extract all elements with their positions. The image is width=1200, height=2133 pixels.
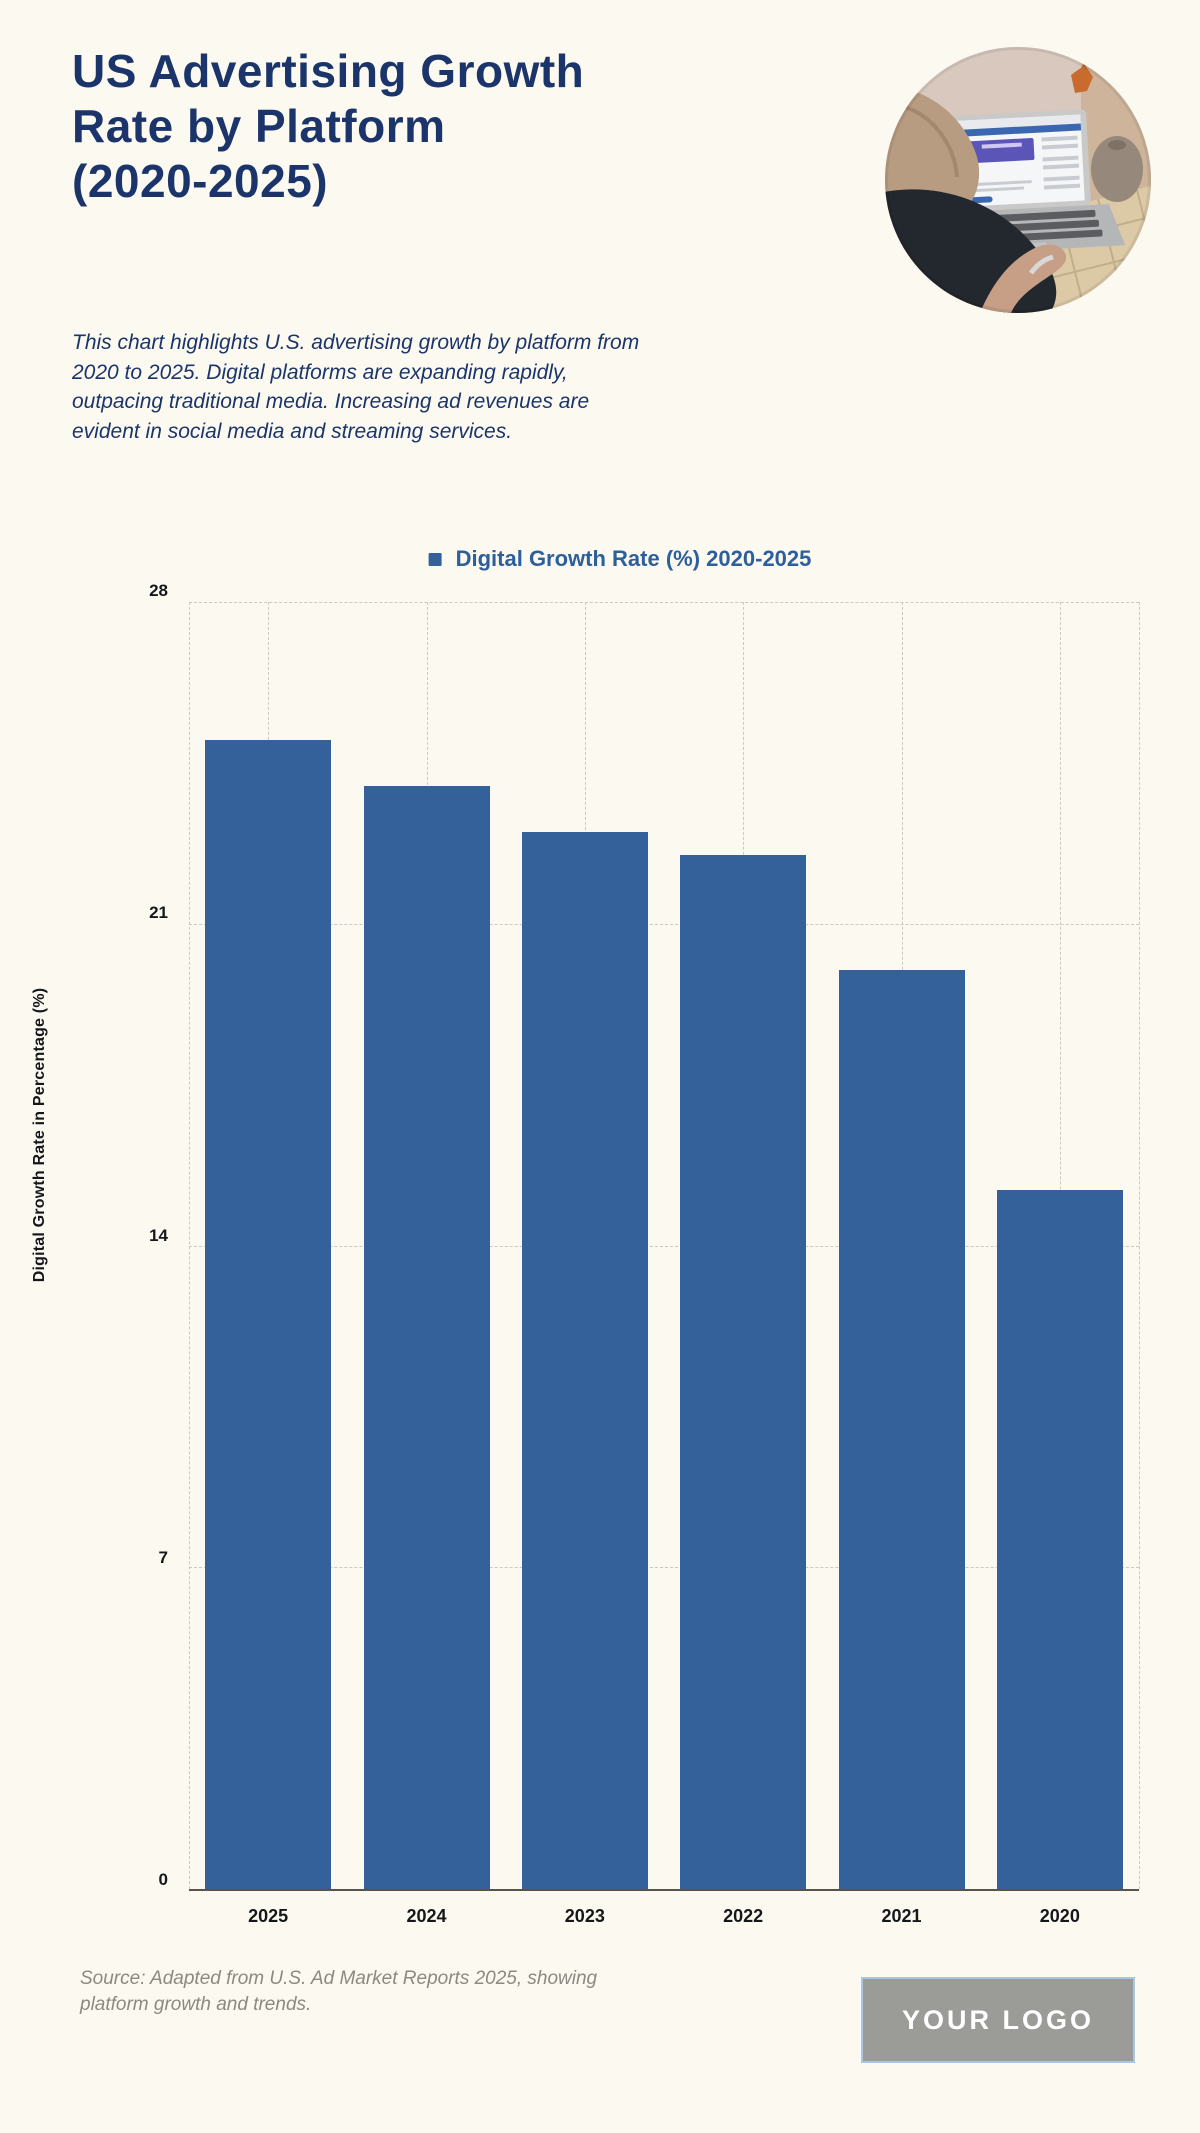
bar-2025: [205, 739, 332, 1889]
gridline-y-7: [189, 1567, 1139, 1569]
chart-legend: Digital Growth Rate (%) 2020-2025: [428, 546, 812, 572]
x-tick-label-2023: 2023: [564, 1906, 605, 1926]
bar-2023: [521, 831, 648, 1889]
page-title-line-3: (2020-2025): [72, 155, 329, 207]
x-tick-label-2024: 2024: [406, 1906, 447, 1926]
page-title: US Advertising Growth Rate by Platform (…: [72, 44, 772, 209]
photo-ornament: [1071, 65, 1093, 93]
y-axis-ticks: 0 7 14 21 28: [0, 581, 168, 1891]
x-tick-label-2025: 2025: [248, 1906, 289, 1926]
bar-2020: [996, 1190, 1123, 1889]
bar-2024: [363, 785, 490, 1889]
plot-area: [189, 602, 1140, 1891]
gridline-y-28: [189, 602, 1139, 603]
page-title-line-1: US Advertising Growth: [72, 45, 585, 97]
logo-placeholder: YOUR LOGO: [861, 1977, 1135, 2063]
photo-bracelet: [1029, 254, 1054, 275]
y-tick-label-7: 7: [158, 1547, 168, 1567]
laptop-photo-illustration: [885, 47, 1151, 313]
y-tick-label-28: 28: [149, 581, 168, 600]
bar-2021: [838, 969, 965, 1889]
laptop-photo: [885, 47, 1151, 313]
x-axis-labels: 2025 2024 2023 2022 2021 2020: [189, 1906, 1139, 1927]
bar-2022: [680, 854, 807, 1889]
y-tick-label-0: 0: [158, 1870, 168, 1889]
gridline-x: [1139, 602, 1140, 1889]
source-note: Source: Adapted from U.S. Ad Market Repo…: [80, 1968, 598, 2015]
gridline-y-14: [189, 1245, 1139, 1247]
logo-text: YOUR LOGO: [901, 2004, 1094, 2035]
legend-marker-icon: [428, 552, 442, 566]
x-tick-label-2021: 2021: [881, 1906, 922, 1926]
x-tick-label-2022: 2022: [723, 1906, 764, 1926]
gridline-y-21: [189, 923, 1139, 925]
legend-label: Digital Growth Rate (%) 2020-2025: [455, 546, 812, 571]
y-tick-label-21: 21: [149, 903, 168, 923]
photo-vase: [1091, 136, 1143, 202]
page-title-line-2: Rate by Platform: [72, 100, 446, 152]
x-tick-label-2020: 2020: [1039, 1906, 1080, 1926]
y-tick-label-14: 14: [149, 1225, 168, 1245]
gridline-x: [189, 602, 190, 1889]
page-description: This chart highlights U.S. advertising g…: [72, 331, 640, 443]
